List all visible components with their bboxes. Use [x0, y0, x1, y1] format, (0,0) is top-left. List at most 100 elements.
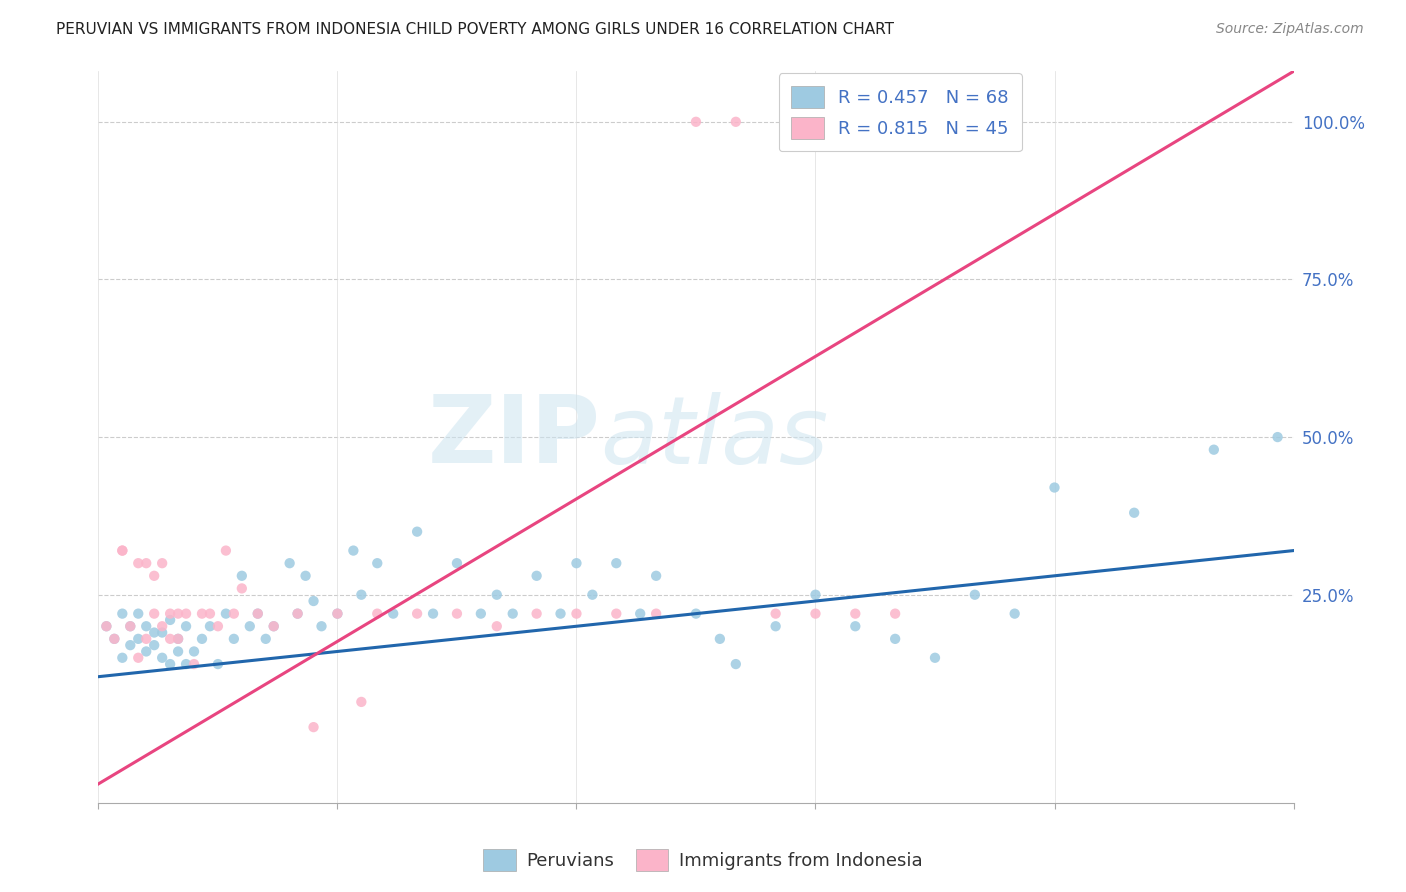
Point	[724, 657, 747, 671]
Text: PERUVIAN VS IMMIGRANTS FROM INDONESIA CHILD POVERTY AMONG GIRLS UNDER 16 CORRELA: PERUVIAN VS IMMIGRANTS FROM INDONESIA CH…	[56, 22, 894, 37]
Point	[111, 607, 134, 621]
Point	[143, 625, 166, 640]
Point	[1123, 506, 1146, 520]
Point	[150, 625, 173, 640]
Point	[526, 607, 548, 621]
Point	[605, 556, 627, 570]
Point	[198, 619, 221, 633]
Point	[765, 607, 787, 621]
Point	[120, 638, 142, 652]
Point	[326, 607, 349, 621]
Point	[222, 632, 245, 646]
Point	[350, 695, 373, 709]
Legend: R = 0.457   N = 68, R = 0.815   N = 45: R = 0.457 N = 68, R = 0.815 N = 45	[779, 73, 1022, 152]
Point	[278, 556, 301, 570]
Point	[565, 607, 588, 621]
Point	[254, 632, 277, 646]
Point	[159, 613, 181, 627]
Point	[207, 657, 229, 671]
Point	[550, 607, 572, 621]
Point	[884, 632, 907, 646]
Legend: Peruvians, Immigrants from Indonesia: Peruvians, Immigrants from Indonesia	[475, 842, 931, 879]
Point	[120, 619, 142, 633]
Point	[685, 115, 707, 129]
Point	[645, 569, 668, 583]
Point	[183, 657, 205, 671]
Point	[581, 588, 603, 602]
Point	[231, 582, 253, 596]
Point	[645, 607, 668, 621]
Point	[96, 619, 118, 633]
Point	[198, 607, 221, 621]
Point	[382, 607, 405, 621]
Point	[215, 543, 238, 558]
Point	[231, 569, 253, 583]
Point	[191, 607, 214, 621]
Point	[143, 638, 166, 652]
Point	[311, 619, 333, 633]
Point	[1267, 430, 1289, 444]
Point	[103, 632, 125, 646]
Point	[127, 556, 149, 570]
Point	[1202, 442, 1225, 457]
Point	[174, 657, 197, 671]
Point	[294, 569, 316, 583]
Point	[167, 632, 190, 646]
Point	[174, 607, 197, 621]
Point	[844, 619, 866, 633]
Point	[174, 619, 197, 633]
Point	[150, 556, 173, 570]
Point	[406, 607, 429, 621]
Point	[1043, 481, 1066, 495]
Text: Source: ZipAtlas.com: Source: ZipAtlas.com	[1216, 22, 1364, 37]
Point	[222, 607, 245, 621]
Point	[159, 607, 181, 621]
Point	[111, 543, 134, 558]
Point	[406, 524, 429, 539]
Point	[844, 607, 866, 621]
Point	[326, 607, 349, 621]
Point	[263, 619, 285, 633]
Point	[159, 657, 181, 671]
Point	[605, 607, 627, 621]
Point	[183, 644, 205, 658]
Point	[804, 588, 827, 602]
Point	[485, 588, 508, 602]
Point	[246, 607, 269, 621]
Point	[884, 607, 907, 621]
Text: atlas: atlas	[600, 392, 828, 483]
Point	[1004, 607, 1026, 621]
Point	[135, 632, 157, 646]
Point	[246, 607, 269, 621]
Point	[167, 632, 190, 646]
Point	[96, 619, 118, 633]
Point	[485, 619, 508, 633]
Point	[239, 619, 262, 633]
Point	[127, 650, 149, 665]
Point	[167, 644, 190, 658]
Point	[127, 607, 149, 621]
Point	[804, 607, 827, 621]
Text: ZIP: ZIP	[427, 391, 600, 483]
Point	[103, 632, 125, 646]
Point	[127, 632, 149, 646]
Point	[709, 632, 731, 646]
Point	[422, 607, 444, 621]
Point	[366, 556, 388, 570]
Point	[111, 650, 134, 665]
Point	[135, 556, 157, 570]
Point	[342, 543, 364, 558]
Point	[135, 644, 157, 658]
Point	[924, 650, 946, 665]
Point	[120, 619, 142, 633]
Point	[215, 607, 238, 621]
Point	[502, 607, 524, 621]
Point	[287, 607, 309, 621]
Point	[765, 619, 787, 633]
Point	[724, 115, 747, 129]
Point	[263, 619, 285, 633]
Point	[159, 632, 181, 646]
Point	[167, 607, 190, 621]
Point	[963, 588, 986, 602]
Point	[150, 650, 173, 665]
